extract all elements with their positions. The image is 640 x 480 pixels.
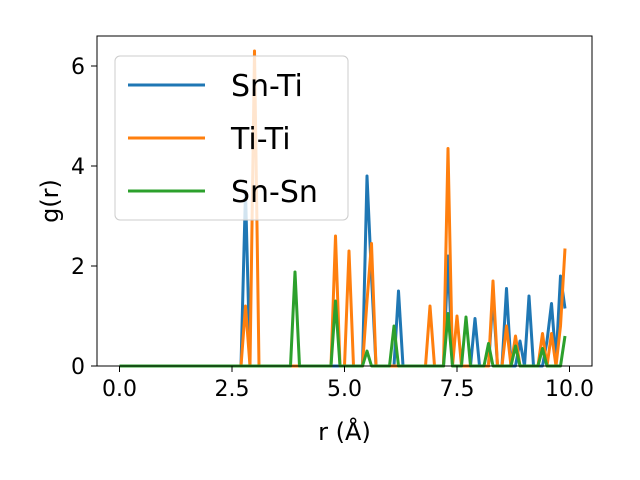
x-tick-label: 2.5 [215, 377, 250, 402]
x-axis-ticks: 0.0 2.5 5.0 7.5 10.0 [102, 366, 594, 402]
y-tick-label: 6 [71, 55, 85, 80]
x-tick-label: 7.5 [440, 377, 475, 402]
legend-label: Sn-Ti [231, 69, 303, 104]
y-tick-label: 4 [71, 155, 85, 180]
legend-label: Ti-Ti [230, 122, 291, 157]
legend: Sn-Ti Ti-Ti Sn-Sn [114, 55, 349, 221]
x-tick-label: 0.0 [102, 377, 137, 402]
y-tick-label: 2 [71, 255, 85, 280]
y-axis-label: g(r) [36, 179, 64, 223]
y-axis-ticks: 0 2 4 6 [71, 55, 97, 380]
x-axis-label: r (Å) [318, 417, 371, 446]
legend-label: Sn-Sn [231, 175, 318, 210]
x-tick-label: 5.0 [327, 377, 362, 402]
y-tick-label: 0 [71, 355, 85, 380]
legend-box [114, 55, 349, 221]
x-tick-label: 10.0 [545, 377, 594, 402]
